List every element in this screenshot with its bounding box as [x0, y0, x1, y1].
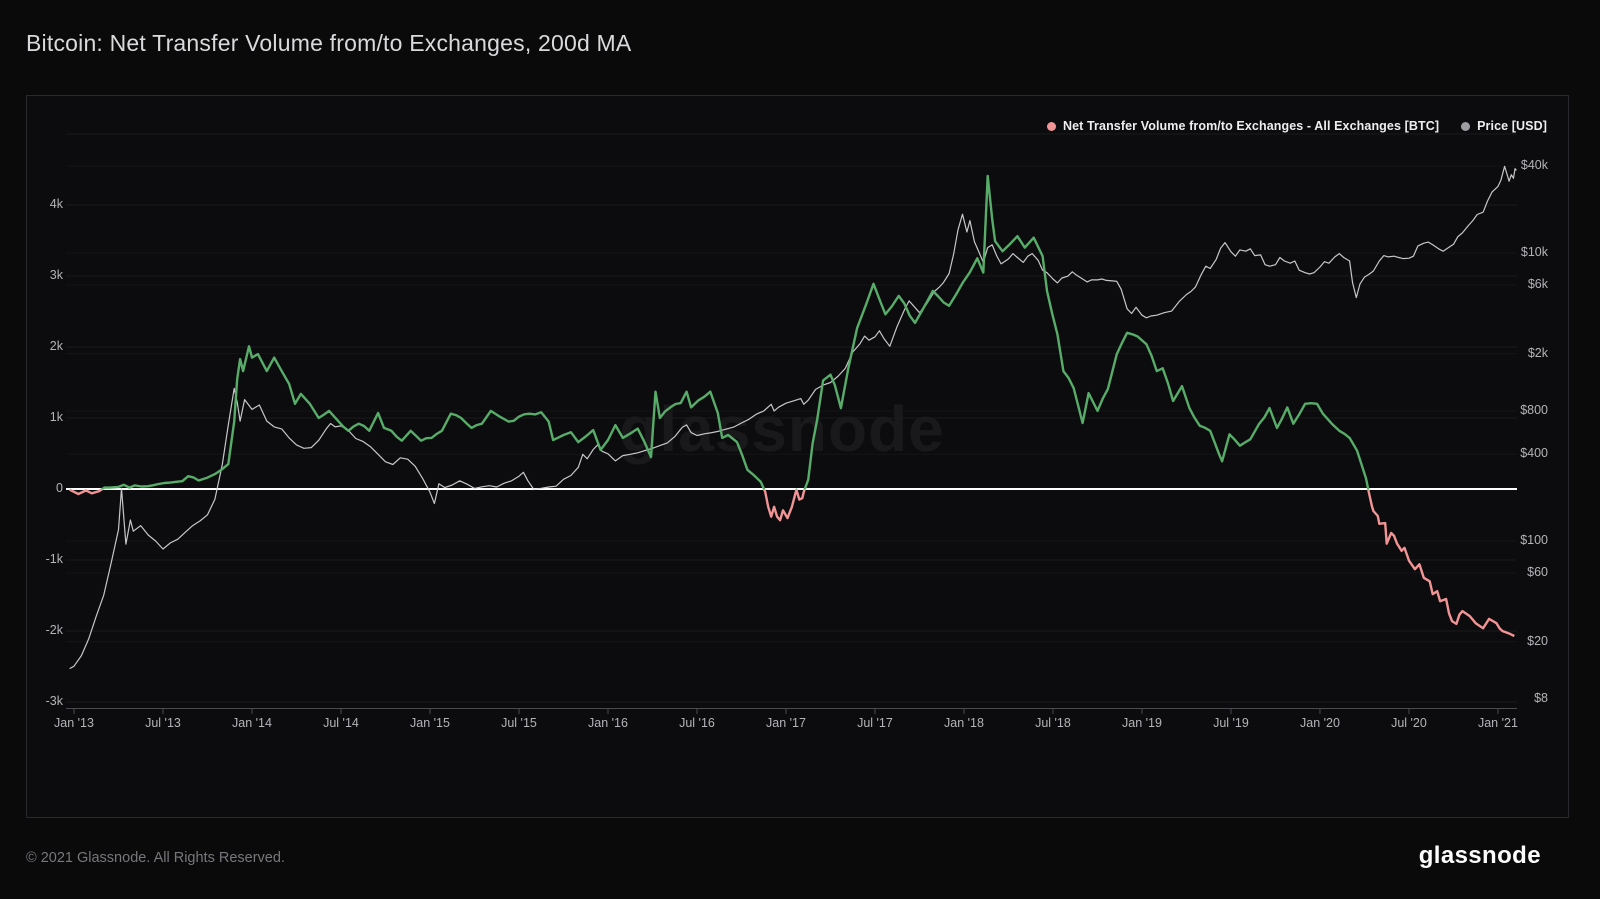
x-axis-label: Jul '15 — [501, 716, 537, 730]
y-axis-label-right: $60 — [1527, 564, 1548, 579]
footer-copyright: © 2021 Glassnode. All Rights Reserved. — [26, 850, 285, 866]
chart-panel — [26, 95, 1569, 818]
net-transfer-series-line-negative — [69, 489, 1515, 638]
y-axis-label-right: $10k — [1520, 245, 1548, 259]
x-axis-label: Jul '13 — [145, 716, 181, 730]
chart-legend: Net Transfer Volume from/to Exchanges - … — [1047, 119, 1547, 133]
y-axis-label-left: -2k — [45, 623, 63, 637]
price-legend-dot-icon — [1461, 121, 1471, 131]
y-axis-label-right: $400 — [1520, 446, 1548, 461]
y-axis-label-left: 4k — [49, 197, 63, 211]
y-axis-label-right: $2k — [1527, 345, 1548, 360]
y-axis-label-left: -3k — [45, 694, 63, 708]
x-axis-label: Jul '20 — [1391, 716, 1427, 730]
legend-label: Price [USD] — [1477, 119, 1547, 133]
x-axis-label: Jan '21 — [1477, 716, 1518, 730]
x-axis-label: Jan '17 — [766, 716, 806, 730]
y-axis-label-left: 1k — [49, 410, 63, 424]
y-axis-label-right: $20 — [1527, 633, 1548, 648]
y-axis-label-right: $8 — [1534, 690, 1548, 705]
y-axis-label-right: $6k — [1527, 276, 1548, 291]
legend-label: Net Transfer Volume from/to Exchanges - … — [1063, 119, 1440, 133]
net-transfer-series-line-positive — [69, 174, 1370, 489]
y-axis-label-left: -1k — [45, 552, 63, 566]
legend-item-price-usd[interactable]: Price [USD] — [1461, 119, 1547, 133]
y-axis-label-left: 3k — [49, 268, 63, 282]
y-axis-label-right: $40k — [1520, 158, 1548, 173]
y-axis-label-left: 0 — [56, 481, 63, 495]
x-axis-label: Jul '18 — [1035, 716, 1071, 730]
x-axis-label: Jan '18 — [944, 716, 984, 730]
x-axis-label: Jan '14 — [232, 716, 272, 730]
x-axis-label: Jan '20 — [1300, 716, 1340, 730]
glassnode-logo-wordmark: glassnode — [1418, 842, 1541, 869]
x-axis-label: Jan '19 — [1122, 716, 1162, 730]
x-axis-label: Jan '15 — [410, 716, 450, 730]
y-axis-label-right: $800 — [1520, 402, 1548, 417]
legend-item-net-transfer-volume[interactable]: Net Transfer Volume from/to Exchanges - … — [1047, 119, 1439, 133]
x-axis-label: Jan '16 — [588, 716, 628, 730]
price-series-line — [69, 165, 1517, 670]
x-axis-label: Jan '13 — [54, 716, 94, 730]
y-axis-label-right: $100 — [1520, 533, 1548, 547]
x-axis-label: Jul '17 — [857, 716, 893, 730]
y-axis-label-left: 2k — [49, 339, 63, 353]
x-axis-label: Jul '19 — [1213, 716, 1249, 730]
x-axis-label: Jul '14 — [323, 716, 359, 730]
page-title: Bitcoin: Net Transfer Volume from/to Exc… — [26, 30, 632, 56]
x-axis-label: Jul '16 — [679, 716, 715, 730]
net-transfer-legend-dot-icon — [1047, 121, 1056, 131]
